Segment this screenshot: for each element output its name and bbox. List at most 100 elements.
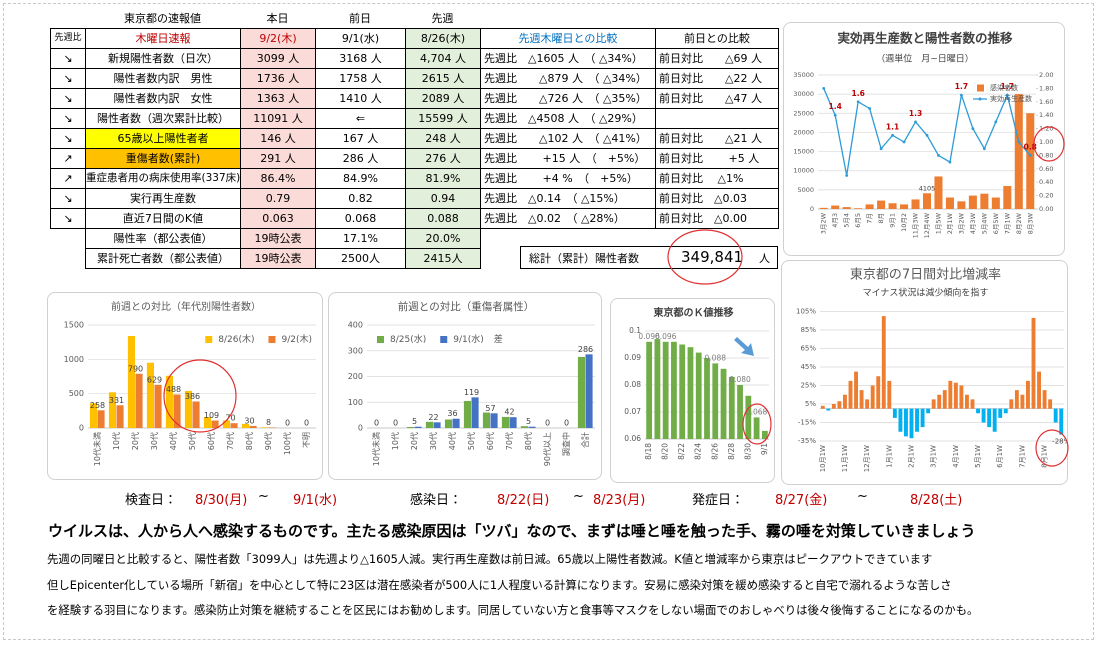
bar	[127, 335, 135, 428]
table-cell: 木曜日速報	[85, 28, 241, 49]
bar	[915, 408, 919, 432]
bar	[953, 382, 958, 409]
table-cell: 9/1(水)	[315, 28, 406, 49]
date-to: 9/1(水)	[293, 493, 338, 508]
line-marker	[845, 174, 849, 177]
y-tick-label: 30000	[793, 90, 814, 98]
data-label: 4105	[919, 184, 936, 192]
table-cell: 2615 人	[405, 68, 481, 89]
y-tick-label: 20000	[793, 128, 814, 136]
x-tick-label: 20代	[130, 432, 140, 450]
bar	[865, 204, 874, 209]
total-box: 総計（累計）陽性者数 349,841 人	[520, 246, 778, 269]
y-tick-label: 45%	[800, 363, 816, 371]
data-label: 331	[109, 396, 124, 405]
bar	[848, 380, 853, 409]
table-cell: 0.82	[315, 188, 406, 209]
x-tick-label: 9月1	[889, 213, 897, 228]
table-cell: 84.9%	[315, 168, 406, 189]
table-cell: 1736 人	[240, 68, 316, 89]
bar	[745, 395, 752, 439]
chart-panel: 東京都の7日間対比増減率 マイナス状況は減少傾向を指す -35% -15% 5% 25% 4…	[781, 260, 1068, 485]
date-label: 発症日：	[692, 493, 745, 508]
data-label: 0.068	[746, 407, 768, 416]
chart-title: 東京都の7日間対比増減率	[850, 267, 1001, 283]
bar	[1026, 113, 1035, 209]
bar	[501, 416, 509, 428]
y-tick-label: 5000	[797, 186, 814, 194]
x-tick-label: 11月1W	[841, 445, 849, 472]
summary-table: 東京都の速報値 本日 前日 先週 先週比 木曜日速報 9/2(木) 9/1(水) 8/26(木)…	[50, 12, 780, 270]
table-cell: 先週比 △4508 人 （ △29%）	[480, 108, 656, 129]
bar	[831, 205, 840, 209]
bar	[414, 426, 422, 428]
table-cell: 前日対比 △0.03	[655, 188, 779, 209]
data-label: 790	[128, 364, 143, 373]
table-cell: 先週比 △0.02 （ △28%）	[480, 208, 656, 229]
bar	[463, 400, 471, 428]
bar	[490, 413, 498, 428]
data-label: 0.096	[655, 332, 677, 341]
bar	[888, 203, 897, 209]
table-cell: ↘	[50, 128, 86, 149]
bar	[482, 412, 490, 428]
body-line: を経験する羽目になります。感染防止対策を継続することを区民にはお勧めします。同居…	[47, 603, 979, 617]
x-tick-label: 7月	[866, 213, 874, 224]
x-tick-label: 5月1W	[974, 445, 982, 468]
table-cell: 前日対比 +5 人	[655, 148, 779, 169]
table-cell: 19時公表	[240, 228, 316, 249]
bar	[959, 385, 964, 409]
bar	[146, 362, 154, 428]
data-label: 42	[504, 408, 514, 417]
data-label: 0	[374, 419, 379, 428]
bar	[737, 385, 743, 439]
table-cell: 前日対比 △0.00	[655, 208, 779, 229]
data-label: 0	[564, 419, 569, 428]
bar	[987, 408, 992, 428]
bar	[1031, 317, 1036, 409]
table-cell: 8/26(木)	[405, 28, 481, 49]
data-label: -28%	[1052, 438, 1068, 446]
legend-swatch	[268, 336, 276, 343]
y-tick-label: 0.1	[629, 326, 641, 335]
x-tick-label: 8/30	[743, 443, 752, 460]
bar	[679, 344, 686, 439]
bar	[211, 420, 219, 428]
chart: 前週との対比（年代別陽性者数） 0 500 1000 1500 10代未満 10代 20代 30…	[64, 300, 316, 466]
x-tick-label: 8/24	[694, 443, 703, 460]
line-marker	[891, 133, 894, 137]
data-label: 0	[304, 419, 309, 428]
total-label: 総計（累計）陽性者数	[529, 252, 639, 265]
table-cell: ↘	[50, 68, 86, 89]
chart-title: 実効再生産数と陽性者数の推移	[837, 31, 1013, 46]
bar	[854, 371, 858, 409]
table-cell: 陽性率（都公表値）	[85, 228, 241, 249]
data-label: 0.8	[1024, 142, 1037, 151]
bar	[444, 419, 452, 428]
y-tick-label: 0	[810, 205, 814, 213]
table-cell: 65歳以上陽性者者	[85, 128, 241, 149]
headline: ウイルスは、人から人へ感染するものです。主たる感染原因は「ツバ」なので、まずは唾…	[48, 522, 976, 540]
data-label: 109	[204, 411, 219, 420]
bar	[192, 401, 200, 428]
bar	[865, 399, 870, 409]
x-tick-label: 11月3W	[912, 212, 920, 238]
bar	[577, 356, 585, 428]
line-marker	[856, 100, 860, 104]
x-tick-label: 10代未満	[371, 432, 381, 466]
line-marker	[994, 120, 998, 124]
y-tick-label: 0.09	[624, 353, 641, 362]
bar	[509, 417, 517, 428]
table-cell: 先週比 +4 % （ +5%）	[480, 168, 656, 189]
table-cell: 86.4%	[240, 168, 316, 189]
column-header: 先週	[431, 12, 454, 25]
line-marker	[902, 140, 906, 144]
data-label: 8	[266, 418, 271, 427]
bar	[433, 422, 441, 428]
y-tick-label: 500	[69, 389, 84, 398]
table-cell: 先週比	[50, 28, 86, 49]
legend-swatch	[377, 336, 384, 343]
data-label: 488	[166, 385, 181, 394]
bar	[1048, 399, 1053, 409]
table-cell: 直近7日間のK値	[85, 208, 241, 229]
